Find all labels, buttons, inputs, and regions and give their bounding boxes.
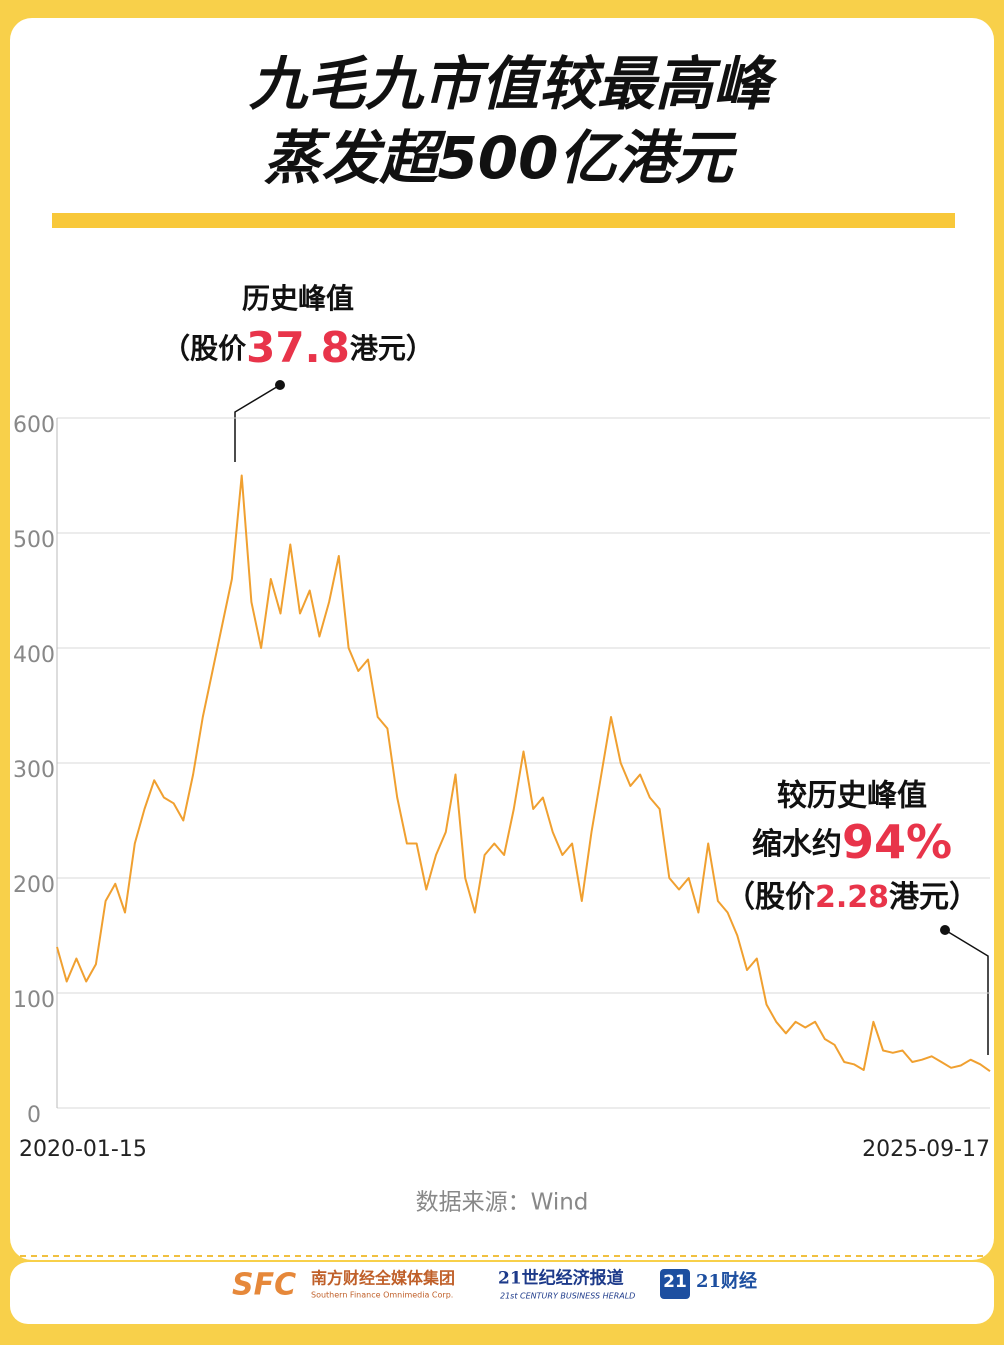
annotation-price: 2.28	[815, 880, 889, 915]
annotation-text: （股价37.8港元）	[162, 323, 434, 372]
annotation-leader	[944, 929, 989, 1055]
annotation-title: 较历史峰值	[777, 779, 927, 814]
annotation-text: 缩水约94%	[752, 815, 952, 869]
annotation-title: 历史峰值	[242, 282, 354, 315]
x-tick-label: 2020-01-15	[19, 1137, 147, 1162]
footer-card	[10, 1262, 994, 1324]
y-tick-label: 200	[13, 873, 55, 898]
y-tick-label: 300	[13, 758, 55, 783]
logo-badge-box	[660, 1269, 690, 1299]
logo-herald: 21世纪经济报道	[498, 1268, 624, 1289]
card	[10, 18, 994, 1260]
annotation-suffix: 港元）	[889, 880, 979, 915]
annotation-value: 37.8	[246, 323, 350, 372]
y-tick-label: 600	[13, 413, 55, 438]
title-underline	[52, 213, 955, 228]
annotation-prefix: （股价	[162, 332, 247, 365]
logo-herald-en: 21st CENTURY BUSINESS HERALD	[500, 1292, 635, 1301]
annotation-text: （股价2.28港元）	[725, 880, 979, 915]
logo-app: 21财经	[696, 1270, 757, 1292]
title-line: 九毛九市值较最高峰	[249, 50, 778, 118]
annotation-leader	[234, 384, 281, 462]
annotation-suffix: 港元）	[350, 332, 434, 365]
y-tick-label: 400	[13, 643, 55, 668]
y-tick-label: 100	[13, 988, 55, 1013]
logo-group: 南方财经全媒体集团	[311, 1269, 455, 1288]
source: 数据来源：Wind	[416, 1190, 589, 1216]
y-tick-label: 0	[27, 1103, 41, 1128]
logo-group-en: Southern Finance Omnimedia Corp.	[311, 1291, 453, 1300]
title-line: 蒸发超500亿港元	[263, 124, 737, 192]
y-tick-label: 500	[13, 528, 55, 553]
logo-badge: 21	[663, 1272, 687, 1292]
annotation-value: 94%	[842, 815, 952, 869]
line	[56, 474, 991, 1073]
annotation-line: 缩水约	[752, 827, 842, 862]
logo-sfc: SFC	[232, 1268, 296, 1303]
x-tick-label: 2025-09-17	[862, 1137, 990, 1162]
annotation-prefix: （股价	[725, 880, 815, 915]
